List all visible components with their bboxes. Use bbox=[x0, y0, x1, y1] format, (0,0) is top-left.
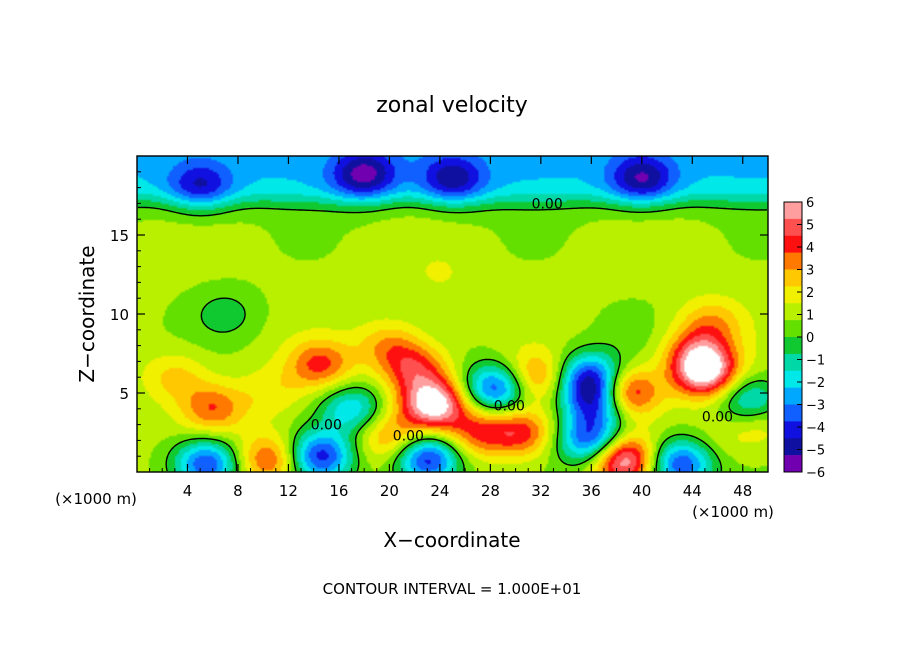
x-unit-left: (×1000 m) bbox=[55, 490, 137, 508]
colorbar-swatch bbox=[784, 320, 802, 338]
colorbar-swatch bbox=[784, 421, 802, 439]
colorbar-swatch bbox=[784, 455, 802, 473]
contour-interval-note: CONTOUR INTERVAL = 1.000E+01 bbox=[323, 580, 582, 598]
y-tick-label: 15 bbox=[110, 227, 129, 245]
colorbar-tick-label: −5 bbox=[806, 444, 825, 459]
colorbar-swatch bbox=[784, 218, 802, 237]
chart-title: zonal velocity bbox=[376, 93, 528, 118]
colorbar-swatch bbox=[784, 235, 802, 253]
colorbar-swatch bbox=[784, 438, 802, 456]
colorbar-tick-label: 6 bbox=[806, 196, 814, 211]
colorbar-swatch bbox=[784, 337, 802, 355]
x-axis: 4 8 12 16 20 24 28 32 36 40 44 48 bbox=[149, 156, 756, 500]
colorbar-swatch bbox=[784, 269, 802, 287]
y-axis-label: Z−coordinate bbox=[75, 245, 99, 382]
y-tick-label: 5 bbox=[119, 385, 129, 403]
contour-label: 0.00 bbox=[532, 196, 563, 212]
x-unit-right: (×1000 m) bbox=[692, 503, 774, 521]
contour-label: 0.00 bbox=[494, 399, 525, 415]
contour-label: 0.00 bbox=[311, 418, 342, 434]
x-tick-label: 8 bbox=[233, 482, 243, 500]
velocity-heatmap bbox=[137, 156, 768, 472]
colorbar-swatch bbox=[784, 404, 802, 422]
colorbar-tick-label: −3 bbox=[806, 399, 825, 414]
colorbar-tick-label: −6 bbox=[806, 466, 825, 481]
colorbar: 6 5 4 3 2 1 0 −1 −2 −3 −4 −5 −6 bbox=[783, 196, 825, 481]
x-axis-label: X−coordinate bbox=[383, 528, 520, 552]
contour-labels: 0.00 0.00 0.00 0.00 0.00 bbox=[311, 196, 733, 444]
x-tick-label: 32 bbox=[531, 482, 550, 500]
colorbar-swatch bbox=[784, 353, 802, 372]
colorbar-tick-label: −4 bbox=[806, 421, 825, 436]
y-axis: 5 10 15 bbox=[110, 171, 768, 457]
zero-contour-line bbox=[138, 206, 768, 472]
colorbar-tick-label: 1 bbox=[806, 309, 814, 324]
colorbar-tick-label: 4 bbox=[806, 241, 814, 256]
plot-area: 0.00 0.00 0.00 0.00 0.00 bbox=[136, 155, 769, 473]
x-tick-label: 12 bbox=[279, 482, 298, 500]
colorbar-swatch bbox=[784, 303, 802, 321]
x-tick-label: 48 bbox=[733, 482, 752, 500]
x-tick-label: 28 bbox=[481, 482, 500, 500]
colorbar-swatch bbox=[784, 202, 802, 220]
colorbar-swatch bbox=[784, 387, 802, 405]
x-tick-label: 4 bbox=[183, 482, 193, 500]
contour-label: 0.00 bbox=[702, 410, 733, 426]
colorbar-tick-label: 0 bbox=[806, 331, 814, 346]
colorbar-swatch bbox=[784, 286, 802, 304]
x-tick-label: 24 bbox=[430, 482, 449, 500]
colorbar-tick-label: 5 bbox=[806, 219, 814, 234]
colorbar-tick-label: 2 bbox=[806, 286, 814, 301]
zero-contours bbox=[138, 206, 768, 472]
colorbar-tick-label: −1 bbox=[806, 354, 825, 369]
colorbar-swatch bbox=[784, 370, 802, 388]
y-tick-label: 10 bbox=[110, 306, 129, 324]
x-tick-label: 16 bbox=[329, 482, 348, 500]
contour-label: 0.00 bbox=[393, 429, 424, 445]
colorbar-tick-label: 3 bbox=[806, 264, 814, 279]
x-tick-label: 44 bbox=[683, 482, 702, 500]
x-tick-label: 20 bbox=[380, 482, 399, 500]
colorbar-swatch bbox=[784, 252, 802, 270]
x-tick-label: 40 bbox=[632, 482, 651, 500]
colorbar-tick-label: −2 bbox=[806, 376, 825, 391]
x-tick-label: 36 bbox=[582, 482, 601, 500]
